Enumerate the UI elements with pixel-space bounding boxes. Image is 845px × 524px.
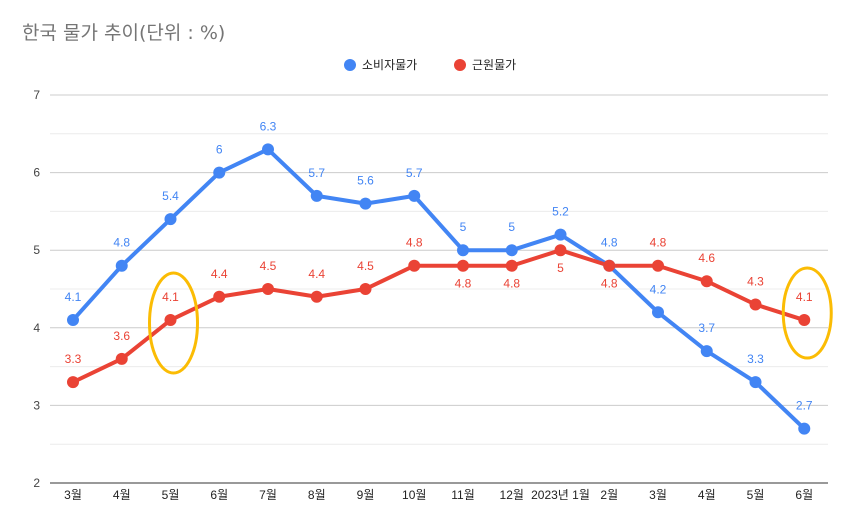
- data-label: 5.7: [406, 166, 423, 180]
- data-point: [652, 259, 664, 272]
- data-label: 4.6: [698, 251, 715, 265]
- data-point: [310, 189, 323, 202]
- x-tick-label: 12월: [500, 488, 524, 502]
- data-point: [359, 283, 372, 295]
- data-point: [457, 259, 469, 272]
- y-tick-label: 6: [33, 166, 40, 180]
- data-point: [164, 314, 177, 327]
- data-point: [749, 376, 762, 389]
- data-label: 4.8: [406, 236, 423, 250]
- data-point: [408, 189, 421, 202]
- data-point: [67, 376, 79, 389]
- data-point: [505, 259, 518, 272]
- y-tick-label: 3: [33, 398, 40, 412]
- chart-title: 한국 물가 추이(단위 : %): [22, 22, 226, 44]
- data-label: 3.3: [747, 352, 764, 366]
- highlight-ellipse: [781, 266, 833, 360]
- x-tick-label: 3월: [64, 488, 82, 502]
- x-tick-label: 10월: [402, 488, 426, 502]
- data-label: 4.8: [503, 277, 520, 291]
- data-label: 5.2: [552, 205, 569, 219]
- data-label: 3.3: [65, 352, 82, 366]
- data-label: 5.7: [308, 166, 325, 180]
- data-point: [213, 166, 226, 179]
- x-tick-label: 9월: [357, 488, 375, 502]
- data-point: [554, 244, 567, 257]
- data-label: 3.6: [113, 329, 130, 343]
- x-tick-label: 4월: [698, 488, 716, 502]
- data-point: [310, 290, 323, 303]
- data-point: [457, 244, 469, 257]
- data-point: [749, 298, 762, 311]
- data-point: [262, 283, 274, 295]
- data-label: 3.7: [698, 321, 715, 335]
- x-tick-label: 7월: [259, 488, 277, 502]
- y-tick-label: 2: [33, 476, 40, 490]
- data-label: 5: [460, 220, 467, 234]
- data-label: 4.8: [650, 236, 667, 250]
- data-label: 4.1: [796, 290, 813, 304]
- x-tick-label: 2023년 1월: [531, 488, 590, 502]
- legend-marker: [454, 59, 466, 71]
- data-label: 4.8: [601, 236, 618, 250]
- data-point: [505, 244, 518, 257]
- x-tick-label: 5월: [162, 488, 180, 502]
- x-tick-label: 6월: [210, 488, 228, 502]
- data-point: [652, 306, 664, 319]
- data-point: [554, 228, 567, 241]
- x-tick-label: 3월: [649, 488, 667, 502]
- data-label: 4.5: [357, 259, 374, 273]
- data-label: 4.3: [747, 275, 764, 289]
- x-tick-label: 5월: [747, 488, 765, 502]
- x-tick-label: 2월: [600, 488, 618, 502]
- series-line: [71, 147, 806, 431]
- data-point: [67, 314, 79, 327]
- x-tick-label: 11월: [451, 488, 475, 502]
- data-label: 2.7: [796, 399, 813, 413]
- data-label: 5: [557, 261, 564, 275]
- x-tick-label: 4월: [113, 488, 131, 502]
- data-label: 4.1: [65, 290, 82, 304]
- data-point: [262, 143, 274, 156]
- legend-label: 근원물가: [472, 58, 516, 72]
- data-point: [408, 259, 421, 272]
- data-label: 4.4: [211, 267, 228, 281]
- data-point: [115, 259, 128, 272]
- y-tick-label: 7: [33, 88, 40, 102]
- data-label: 4.2: [650, 282, 667, 296]
- data-label: 6: [216, 143, 223, 157]
- x-tick-label: 8월: [308, 488, 326, 502]
- data-label: 5: [508, 220, 515, 234]
- data-point: [798, 314, 811, 327]
- data-point: [115, 352, 128, 365]
- data-point: [359, 197, 372, 210]
- legend-marker: [344, 59, 356, 71]
- data-label: 4.5: [260, 259, 277, 273]
- data-point: [700, 275, 713, 288]
- data-point: [164, 213, 177, 226]
- data-label: 6.3: [260, 119, 277, 133]
- data-label: 4.8: [601, 277, 618, 291]
- data-label: 5.6: [357, 174, 374, 188]
- y-tick-label: 5: [33, 243, 40, 257]
- data-label: 4.8: [113, 236, 130, 250]
- data-label: 4.4: [308, 267, 325, 281]
- data-point: [700, 345, 713, 358]
- data-point: [213, 290, 226, 303]
- x-tick-label: 6월: [795, 488, 813, 502]
- series-line: [72, 248, 805, 384]
- highlight-ellipse: [148, 271, 199, 375]
- data-label: 4.1: [162, 290, 179, 304]
- data-label: 5.4: [162, 189, 179, 203]
- legend-label: 소비자물가: [362, 58, 417, 72]
- y-tick-label: 4: [33, 321, 40, 335]
- data-point: [798, 422, 811, 435]
- data-label: 4.8: [455, 277, 472, 291]
- data-point: [603, 259, 616, 272]
